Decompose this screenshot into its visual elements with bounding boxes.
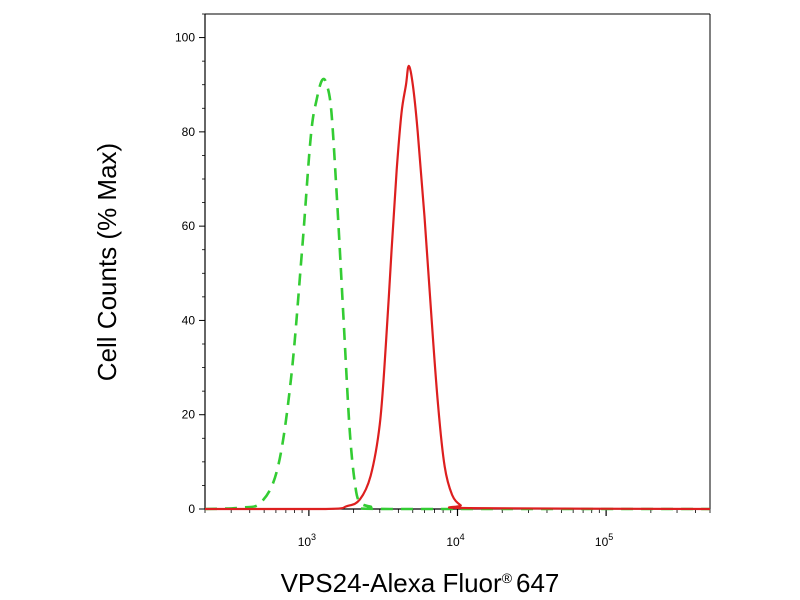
x-tick-label: 104	[446, 532, 464, 549]
red-solid-series	[204, 64, 711, 511]
series-layer	[204, 64, 711, 511]
x-tick-label: 105	[595, 532, 613, 549]
y-tick-label: 0	[188, 502, 195, 516]
x-axis-ticks: 103 104 105	[204, 509, 711, 549]
y-axis-ticks: 0 20 40 60 80 100	[175, 13, 205, 516]
registered-mark: ®	[502, 570, 513, 586]
y-tick-label: 40	[182, 313, 196, 327]
x-axis-title-text: VPS24-Alexa Fluor	[281, 568, 502, 598]
y-axis-title: Cell Counts (% Max)	[92, 143, 122, 381]
x-axis-title-suffix: 647	[516, 568, 559, 598]
y-tick-label: 80	[182, 125, 196, 139]
axes-frame	[204, 13, 711, 510]
x-tick-label: 103	[298, 532, 316, 549]
y-tick-label: 60	[182, 219, 196, 233]
y-tick-label: 100	[175, 31, 195, 45]
x-axis-title: VPS24-Alexa Fluor® 647	[281, 568, 560, 598]
green-dashed-series	[204, 77, 710, 511]
y-tick-label: 20	[182, 408, 196, 422]
